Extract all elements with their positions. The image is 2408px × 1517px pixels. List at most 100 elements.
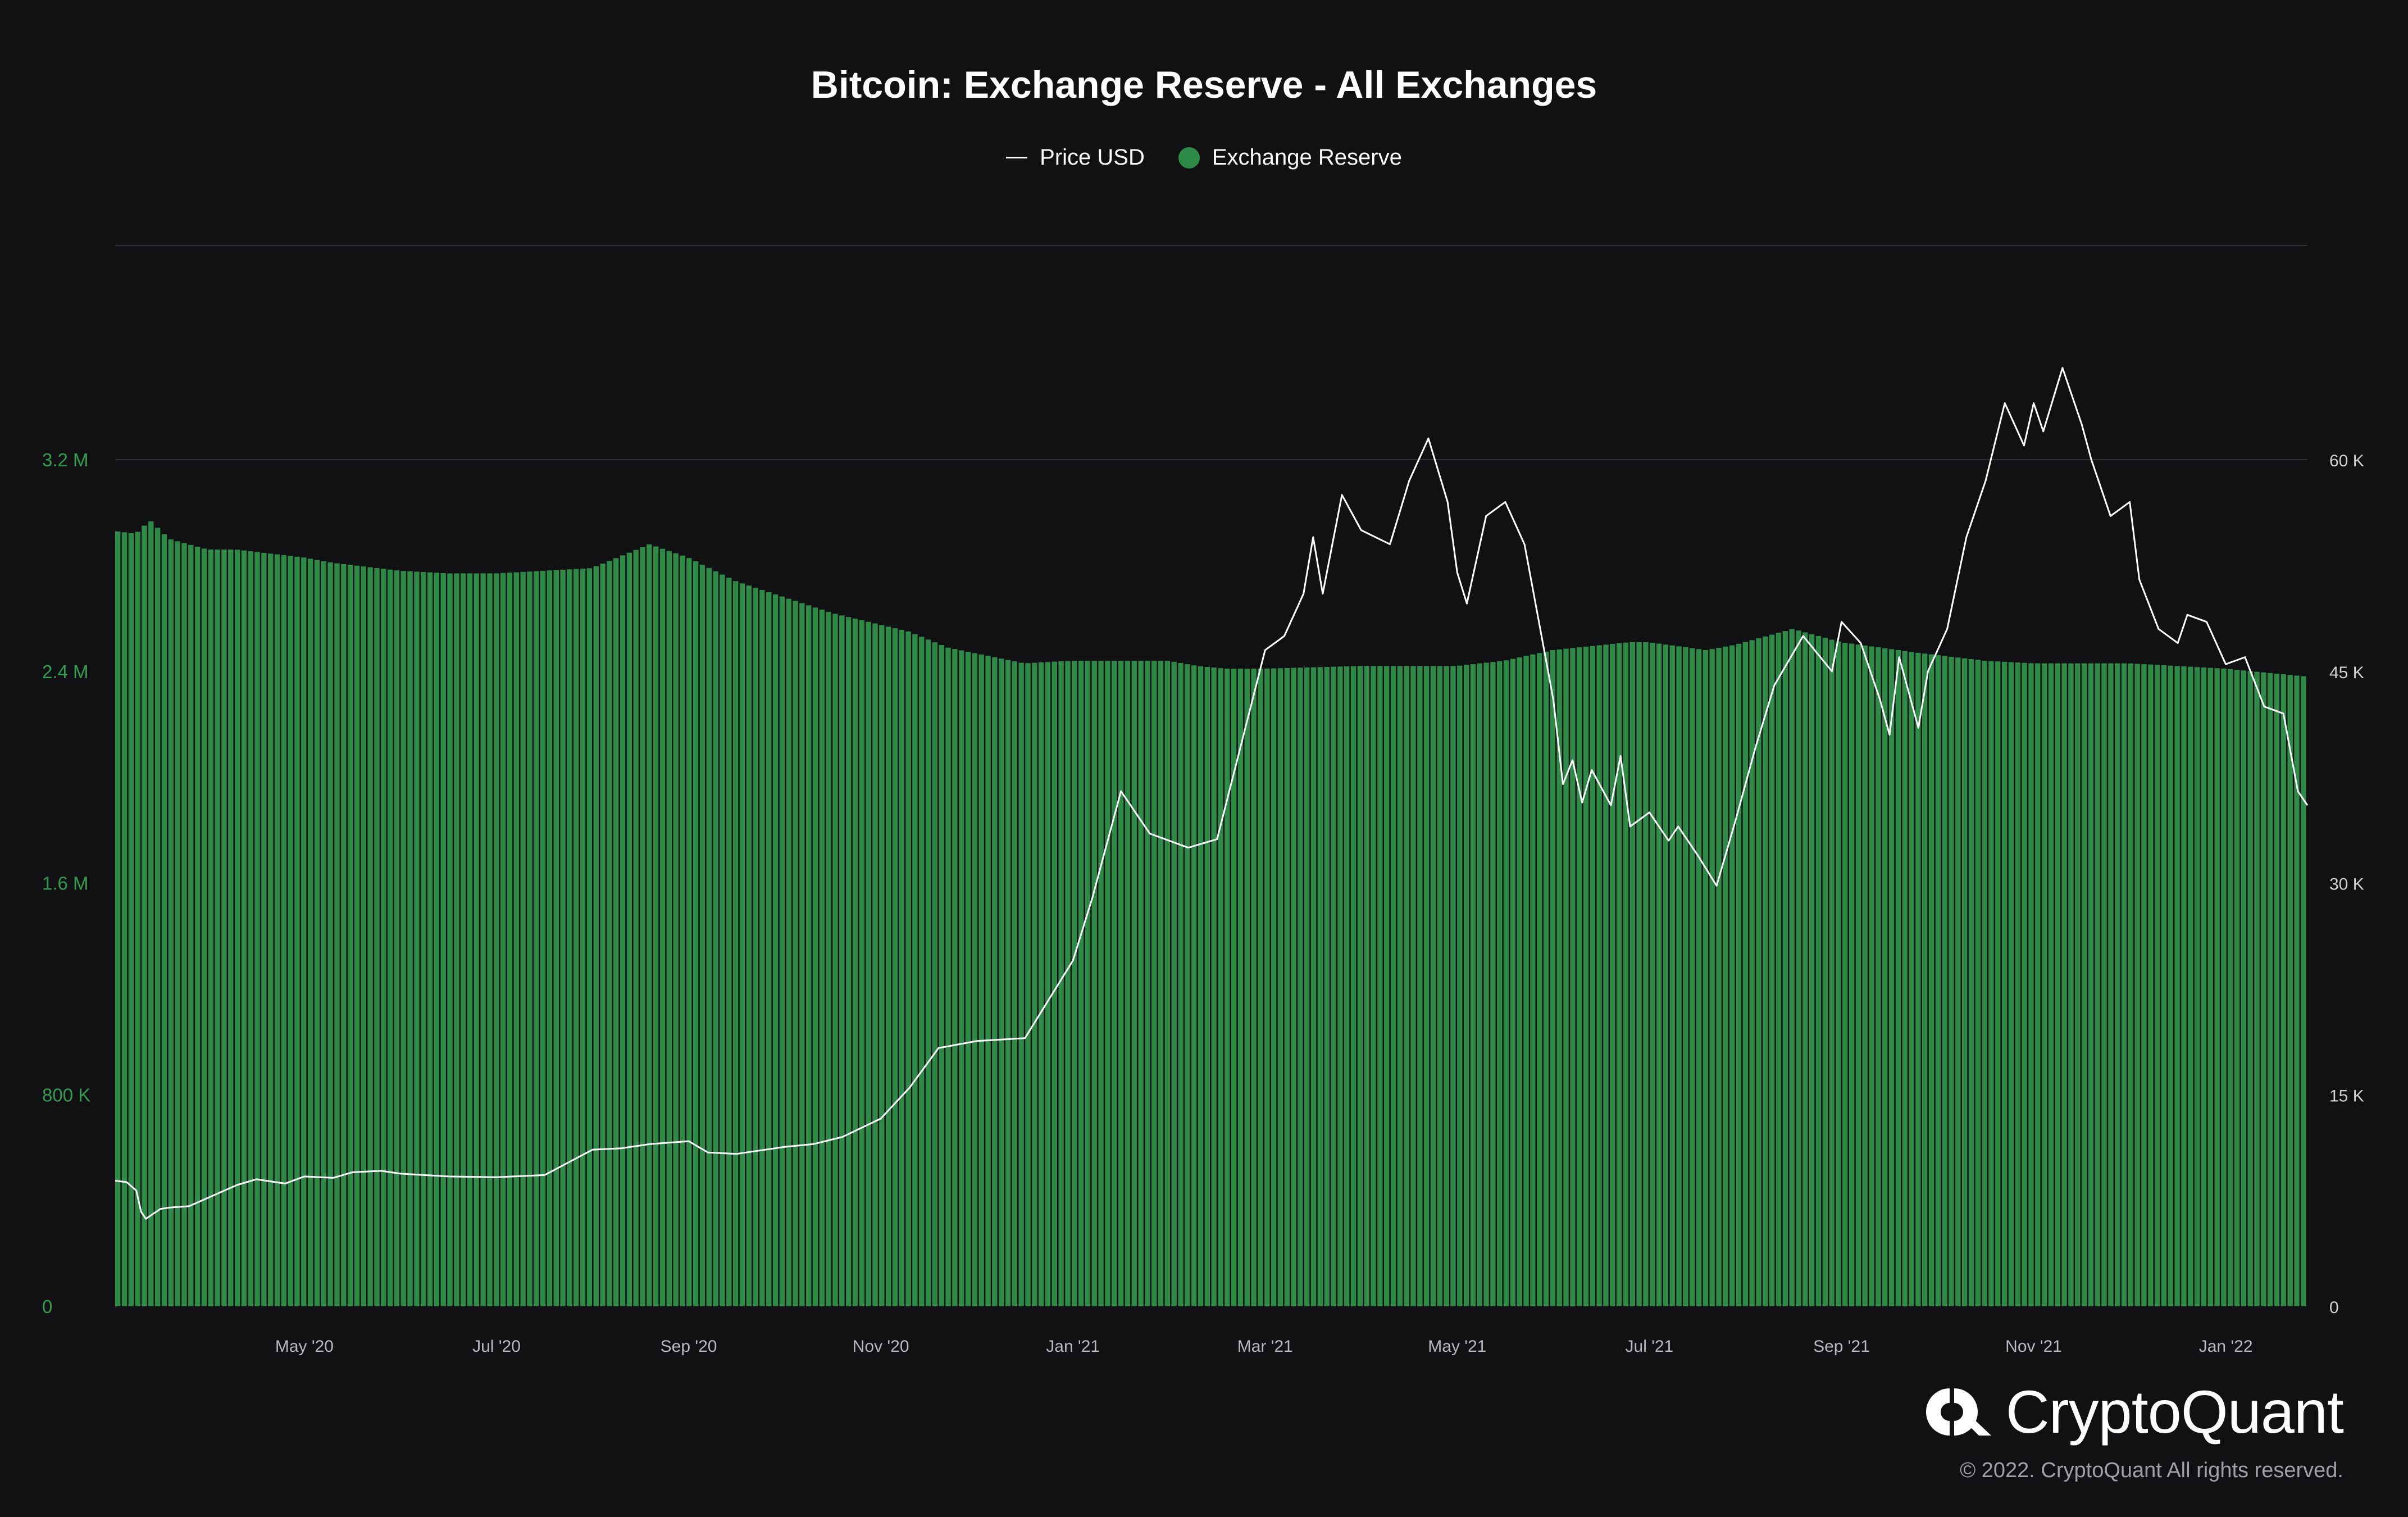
reserve-bar — [1357, 666, 1363, 1306]
reserve-bar — [1736, 643, 1742, 1306]
reserve-bar — [394, 570, 400, 1306]
reserve-bar — [1763, 636, 1768, 1306]
reserve-bar — [467, 573, 473, 1306]
reserve-bar — [1603, 644, 1609, 1306]
reserve-bar — [1417, 666, 1423, 1306]
reserve-bar — [1510, 658, 1516, 1306]
reserve-bar — [819, 610, 825, 1306]
reserve-bar — [1716, 647, 1722, 1306]
reserve-bar — [1125, 660, 1131, 1306]
reserve-bar — [1032, 662, 1037, 1306]
reserve-bar — [2028, 663, 2034, 1306]
reserve-bar — [1397, 666, 1403, 1306]
reserve-bar — [1470, 664, 1476, 1306]
reserve-bar — [1563, 648, 1569, 1306]
brand-name: CryptoQuant — [2005, 1378, 2344, 1446]
reserve-bar — [686, 558, 692, 1306]
reserve-bar — [2148, 664, 2154, 1306]
reserve-bar — [1583, 646, 1589, 1306]
reserve-bar — [1377, 666, 1383, 1306]
x-tick-label: Sep '20 — [661, 1337, 717, 1356]
reserve-bar — [567, 569, 572, 1307]
reserve-bar — [500, 573, 506, 1307]
reserve-bar — [1204, 666, 1210, 1306]
reserve-bar — [560, 569, 566, 1306]
reserve-bar — [1796, 630, 1801, 1306]
reserve-bar — [1629, 642, 1635, 1306]
reserve-bar — [341, 564, 347, 1306]
y-right-tick-label: 60 K — [2329, 452, 2364, 470]
reserve-bar — [2008, 662, 2014, 1306]
x-tick-label: Jul '21 — [1626, 1337, 1674, 1356]
reserve-bar — [1643, 642, 1649, 1306]
x-tick-label: Mar '21 — [1237, 1337, 1293, 1356]
reserve-bar — [1350, 666, 1357, 1306]
reserve-bar — [1298, 667, 1303, 1306]
reserve-bar — [620, 555, 626, 1307]
reserve-bar — [1025, 663, 1031, 1306]
reserve-bar — [194, 547, 201, 1306]
grid-lines — [115, 245, 2307, 460]
reserve-bar — [2075, 663, 2081, 1306]
reserve-bar — [932, 642, 938, 1306]
reserve-bar — [945, 647, 951, 1306]
reserve-bar — [1098, 660, 1104, 1306]
reserve-bar — [1650, 642, 1655, 1306]
reserve-bar — [912, 634, 918, 1306]
reserve-bar — [1829, 639, 1835, 1306]
reserve-bar — [1490, 662, 1496, 1306]
reserve-bar — [1477, 663, 1482, 1306]
reserve-bar — [2154, 665, 2160, 1306]
reserve-bar — [2101, 663, 2107, 1306]
reserve-bar — [1882, 648, 1888, 1306]
reserve-bar — [1949, 656, 1954, 1306]
reserve-bar — [1164, 660, 1171, 1306]
reserve-bar — [1191, 665, 1197, 1306]
reserve-bar — [1836, 641, 1841, 1306]
y-left-tick-label: 2.4 M — [42, 661, 89, 682]
legend: Price USD Exchange Reserve — [0, 145, 2408, 170]
reserve-bar — [1729, 645, 1735, 1306]
reserve-bar — [1669, 645, 1675, 1306]
reserve-bar — [726, 578, 732, 1306]
legend-item-price[interactable]: Price USD — [1006, 145, 1145, 170]
reserve-bar — [746, 585, 752, 1306]
legend-item-reserve[interactable]: Exchange Reserve — [1178, 145, 1402, 170]
reserve-bar — [288, 556, 293, 1307]
reserve-bar — [1537, 653, 1542, 1306]
reserve-bar — [2115, 663, 2120, 1306]
reserve-bar — [1284, 667, 1290, 1306]
reserve-bar — [992, 657, 998, 1306]
reserve-bar — [2228, 669, 2233, 1306]
reserve-bar — [1596, 645, 1602, 1306]
reserve-bar — [647, 544, 652, 1306]
reserve-bar — [2081, 663, 2087, 1306]
reserve-bar — [367, 567, 373, 1306]
reserve-bar — [454, 573, 459, 1306]
reserve-bar — [1151, 660, 1157, 1306]
legend-label-reserve: Exchange Reserve — [1212, 145, 1402, 170]
reserve-bar — [1577, 647, 1582, 1306]
reserve-bar — [1802, 632, 1808, 1306]
reserve-bar — [154, 528, 161, 1306]
reserve-bar — [626, 552, 632, 1306]
x-tick-label: Sep '21 — [1813, 1337, 1870, 1356]
reserve-bar — [301, 557, 307, 1306]
reserve-bar — [1058, 661, 1064, 1306]
reserve-bar — [1756, 638, 1761, 1306]
reserve-bar — [1384, 666, 1390, 1306]
reserve-bar — [427, 572, 433, 1306]
reserve-bar — [480, 573, 486, 1306]
reserve-bar — [1317, 667, 1323, 1306]
reserve-bar — [1855, 644, 1861, 1306]
legend-label-price: Price USD — [1040, 145, 1145, 170]
reserve-bar — [1344, 666, 1350, 1306]
reserve-bar — [307, 558, 313, 1306]
brand: CryptoQuant — [1923, 1377, 2344, 1447]
reserve-bar — [666, 551, 672, 1307]
reserve-bar — [952, 649, 958, 1306]
reserve-bar — [2161, 665, 2167, 1306]
reserve-bar — [1849, 643, 1855, 1306]
reserve-bar — [1271, 668, 1277, 1306]
